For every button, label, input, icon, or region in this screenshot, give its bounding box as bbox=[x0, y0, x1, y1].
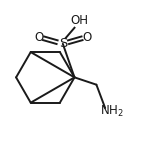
Text: S: S bbox=[59, 37, 67, 50]
Text: O: O bbox=[34, 31, 43, 44]
Text: OH: OH bbox=[71, 14, 89, 27]
Text: O: O bbox=[82, 31, 91, 44]
Text: NH$_2$: NH$_2$ bbox=[100, 104, 124, 119]
